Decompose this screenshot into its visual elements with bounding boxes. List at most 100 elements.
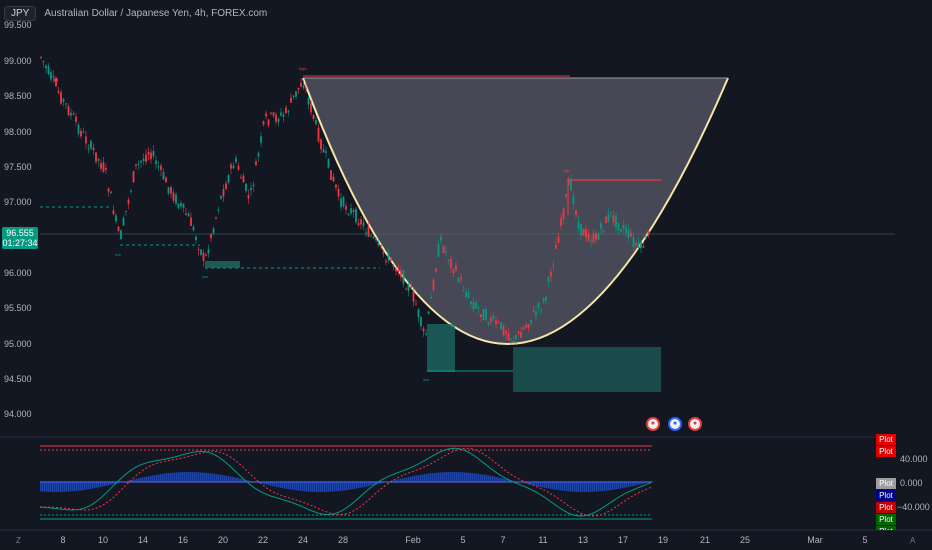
candle-body (120, 230, 122, 240)
candle-body (92, 147, 95, 151)
osc-histogram-bar (188, 472, 190, 482)
candle-body (242, 175, 245, 183)
candle-body (310, 103, 312, 113)
candle-body (642, 246, 645, 248)
osc-histogram-bar (514, 481, 516, 482)
candle-body (627, 229, 630, 238)
candle-body (645, 236, 647, 238)
osc-histogram-bar (522, 482, 524, 484)
candle-body (622, 225, 625, 229)
osc-histogram-bar (274, 482, 276, 487)
candle-body (182, 203, 185, 208)
osc-histogram-bar (182, 472, 184, 482)
candle-body (357, 223, 360, 226)
osc-histogram-bar (582, 482, 584, 492)
osc-histogram-bar (302, 482, 304, 492)
osc-histogram-bar (612, 482, 614, 490)
candle-body (235, 157, 237, 163)
candle-body (617, 222, 620, 231)
candle-body (197, 249, 200, 251)
candle-body (332, 176, 335, 182)
candle-body (72, 113, 75, 115)
candle-body (55, 81, 57, 87)
timezone-button[interactable]: Z (16, 536, 21, 545)
osc-histogram-bar (280, 482, 282, 488)
osc-histogram-bar (488, 475, 490, 482)
candle-body (557, 236, 560, 243)
candle-body (275, 114, 277, 122)
candle-body (630, 232, 632, 237)
candle-body (570, 178, 572, 191)
auto-scale-button[interactable]: A (910, 536, 916, 545)
candle-body (62, 98, 65, 102)
osc-histogram-bar (324, 482, 326, 492)
osc-histogram-bar (542, 482, 544, 488)
candle-body (372, 236, 375, 239)
osc-histogram-bar (602, 482, 604, 492)
osc-histogram-bar (76, 482, 78, 491)
candle-body (187, 213, 190, 217)
osc-histogram-bar (328, 482, 330, 492)
osc-histogram-bar (80, 482, 82, 491)
candle-body (257, 152, 260, 157)
osc-histogram-bar (572, 482, 574, 492)
osc-histogram-bar (466, 472, 468, 482)
candle-body (350, 208, 352, 214)
candle-body (537, 302, 540, 308)
candle-body (342, 196, 345, 207)
symbol-button[interactable]: JPY (4, 5, 37, 21)
osc-histogram-bar (402, 478, 404, 482)
osc-histogram-bar (226, 475, 228, 482)
osc-histogram-bar (216, 474, 218, 482)
osc-histogram-bar (142, 477, 144, 482)
osc-histogram-bar (638, 482, 640, 485)
osc-histogram-bar (600, 482, 602, 492)
osc-histogram-bar (610, 482, 612, 491)
candle-body (295, 91, 297, 97)
osc-histogram-bar (458, 472, 460, 482)
high-marker: high (563, 168, 571, 173)
osc-histogram-bar (426, 473, 428, 482)
candle-body (552, 265, 555, 267)
osc-histogram-bar (410, 476, 412, 482)
osc-histogram-bar (546, 482, 548, 489)
osc-histogram-bar (354, 482, 356, 489)
osc-histogram-bar (552, 482, 554, 490)
candle-body (595, 233, 597, 240)
candle-body (340, 198, 342, 208)
candle-body (442, 246, 445, 253)
osc-histogram-bar (642, 482, 644, 484)
osc-histogram-bar (624, 482, 626, 488)
osc-histogram-bar (452, 472, 454, 482)
candle-body (422, 328, 425, 332)
candle-body (602, 230, 605, 232)
candle-body (172, 192, 175, 201)
economic-event-icon[interactable]: ● (646, 417, 660, 431)
osc-histogram-bar (138, 478, 140, 482)
candle-body (232, 165, 235, 169)
osc-histogram-bar (174, 472, 176, 482)
osc-histogram-bar (568, 482, 570, 492)
candle-body (142, 158, 145, 161)
osc-histogram-bar (526, 482, 528, 484)
candle-body (130, 190, 132, 192)
economic-event-icon[interactable]: ● (668, 417, 682, 431)
candle-body (50, 72, 52, 80)
osc-histogram-bar (352, 482, 354, 490)
osc-histogram-bar (544, 482, 546, 488)
osc-histogram-bar (312, 482, 314, 492)
candle-body (640, 241, 642, 249)
candle-body (115, 215, 117, 222)
candle-body (427, 311, 430, 314)
current-price-tag: 96.555 01:27:34 (2, 227, 38, 249)
cup-pattern-fill (303, 78, 728, 344)
candle-body (325, 151, 327, 153)
candle-body (545, 296, 547, 301)
candle-body (287, 110, 290, 113)
economic-event-icon[interactable]: ● (688, 417, 702, 431)
candle-body (620, 229, 622, 232)
candle-body (87, 148, 90, 150)
osc-histogram-bar (92, 482, 94, 489)
